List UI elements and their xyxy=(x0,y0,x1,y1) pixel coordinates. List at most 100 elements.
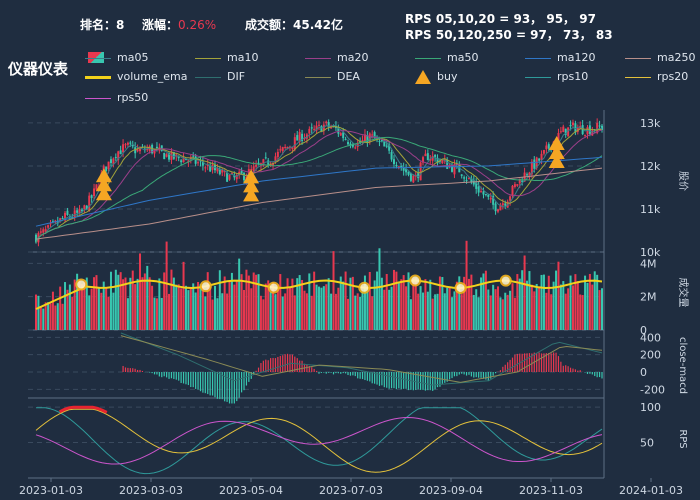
candle xyxy=(542,149,545,154)
candle xyxy=(105,166,108,172)
macd-bar xyxy=(378,372,381,386)
candle xyxy=(66,210,69,215)
candle xyxy=(184,159,187,161)
legend-label: rps20 xyxy=(657,70,689,83)
legend-item-ma10[interactable]: ma10 xyxy=(195,51,258,64)
macd-bar xyxy=(444,372,446,383)
volume-bar xyxy=(455,281,458,330)
macd-bar xyxy=(470,372,472,377)
candle xyxy=(366,135,369,143)
buy-signal-marker xyxy=(243,169,260,184)
legend-item-buy[interactable]: buy xyxy=(415,70,457,84)
macd-bar xyxy=(574,369,576,372)
volume-bar xyxy=(288,287,291,330)
volume-bar xyxy=(327,278,330,330)
volume-bar xyxy=(88,295,91,330)
macd-bar xyxy=(577,370,579,372)
candle xyxy=(477,186,480,193)
macd-bar xyxy=(429,372,431,391)
candle xyxy=(59,218,62,222)
volume-bar xyxy=(511,283,514,330)
candle xyxy=(308,128,311,134)
volume-bar xyxy=(146,265,149,330)
candle xyxy=(255,164,258,167)
candle xyxy=(521,180,524,182)
volume-bar xyxy=(250,288,253,330)
legend-item-volume-ema[interactable]: volume_ema xyxy=(85,70,187,83)
candle xyxy=(431,156,434,161)
macd-bar xyxy=(163,372,165,377)
macd-bar xyxy=(536,353,538,372)
candle xyxy=(47,225,50,228)
volume-bar xyxy=(492,284,495,330)
macd-bar xyxy=(538,352,540,372)
macd-bar xyxy=(182,372,185,384)
change-readout: 涨幅：0.26% xyxy=(142,16,216,33)
volume-bar xyxy=(148,277,151,330)
candle xyxy=(114,157,117,159)
candle xyxy=(361,140,364,143)
macd-bar xyxy=(345,372,347,374)
legend-item-rps50[interactable]: rps50 xyxy=(85,91,148,104)
macd-bar xyxy=(390,372,393,389)
volume-bar xyxy=(155,298,158,330)
legend-item-DEA[interactable]: DEA xyxy=(305,70,360,83)
macd-bar xyxy=(400,372,402,390)
ma120-line xyxy=(35,156,603,227)
macd-bar xyxy=(436,372,439,388)
macd-bar xyxy=(449,372,451,380)
volume-bar xyxy=(182,261,185,330)
volume-bar xyxy=(112,292,115,330)
legend-item-ma120[interactable]: ma120 xyxy=(525,51,595,64)
macd-bar xyxy=(562,365,564,372)
y-tick-label: 11k xyxy=(640,203,661,216)
volume-bar xyxy=(97,287,100,330)
volume-bar xyxy=(392,269,395,330)
candle xyxy=(465,179,468,181)
candle xyxy=(182,158,185,163)
volume-bar xyxy=(417,293,420,330)
macd-bar xyxy=(231,372,233,404)
volume-bar xyxy=(426,291,429,330)
volume-bar xyxy=(579,294,582,330)
candle xyxy=(339,133,342,136)
volume-bar xyxy=(264,283,267,330)
macd-bar xyxy=(567,366,569,372)
macd-bar xyxy=(601,372,603,379)
candle xyxy=(533,159,536,169)
candle xyxy=(395,164,398,167)
volume-bar xyxy=(291,278,294,330)
macd-bar xyxy=(531,353,533,372)
legend-item-rps20[interactable]: rps20 xyxy=(625,70,688,83)
candle xyxy=(83,205,86,210)
candle xyxy=(272,162,275,167)
candle xyxy=(400,165,403,168)
turnover-label: 成交额： xyxy=(245,18,294,32)
volume-bar xyxy=(535,283,538,330)
candle xyxy=(460,174,463,176)
volume-bar xyxy=(506,294,509,330)
legend-item-ma250[interactable]: ma250 xyxy=(625,51,695,64)
legend-item-ma20[interactable]: ma20 xyxy=(305,51,368,64)
y-axis-label: 成交量 xyxy=(677,278,690,308)
volume-bar xyxy=(460,294,463,330)
macd-bar xyxy=(286,353,289,372)
volume-bar xyxy=(44,302,47,330)
legend-item-rps10[interactable]: rps10 xyxy=(525,70,588,83)
legend-item-ma05[interactable]: ma05 xyxy=(85,51,148,64)
volume-bar xyxy=(47,302,50,330)
macd-bar xyxy=(393,372,395,389)
macd-bar xyxy=(335,372,337,374)
macd-bar xyxy=(173,372,175,380)
volume-bar xyxy=(49,303,52,330)
volume-bar xyxy=(538,287,541,330)
candle xyxy=(318,124,320,126)
macd-bar xyxy=(354,372,356,377)
candle xyxy=(518,178,521,184)
volume-bar xyxy=(555,270,558,330)
legend-item-ma50[interactable]: ma50 xyxy=(415,51,478,64)
candle xyxy=(51,221,54,223)
macd-bar xyxy=(550,353,552,372)
volume-bar xyxy=(124,277,127,330)
legend-item-DIF[interactable]: DIF xyxy=(195,70,245,83)
